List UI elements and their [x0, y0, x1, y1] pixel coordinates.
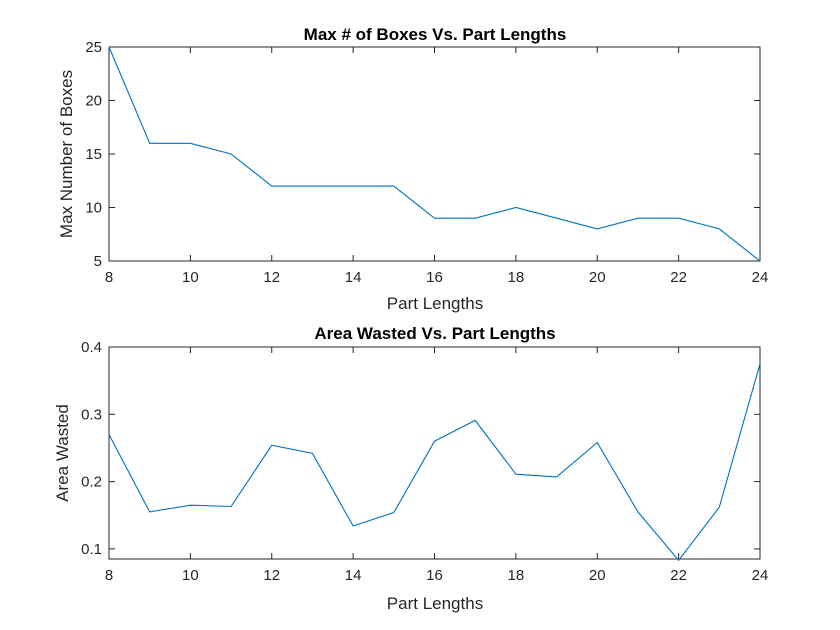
- x-tick-label: 14: [345, 567, 362, 584]
- y-axis-label: Area Wasted: [53, 404, 72, 502]
- x-tick-label: 22: [670, 567, 687, 584]
- y-tick-label: 25: [85, 39, 102, 56]
- x-ticks: 8 10 12 14 16 18 20 22 24: [105, 47, 769, 286]
- x-tick-label: 10: [182, 567, 199, 584]
- y-tick-label: 15: [85, 146, 102, 163]
- chart-max-boxes: Max # of Boxes Vs. Part Lengths 8 10 12 14 1…: [57, 25, 768, 313]
- x-tick-label: 18: [508, 269, 525, 286]
- x-tick-label: 16: [426, 269, 443, 286]
- chart-area-wasted: Area Wasted Vs. Part Lengths 8 10 12 14 16 18…: [53, 324, 768, 613]
- plot-frame: [108, 346, 761, 560]
- y-tick-label: 0.4: [81, 339, 102, 356]
- x-tick-label: 12: [263, 269, 280, 286]
- x-tick-label: 10: [182, 269, 199, 286]
- x-tick-label: 14: [345, 269, 362, 286]
- series-layer: [108, 363, 761, 562]
- x-tick-label: 18: [508, 567, 525, 584]
- chart-title: Area Wasted Vs. Part Lengths: [314, 324, 555, 343]
- y-tick-label: 0.2: [81, 474, 102, 491]
- y-axis-label: Max Number of Boxes: [57, 70, 76, 238]
- x-tick-label: 8: [105, 567, 113, 584]
- series-layer: [108, 46, 761, 262]
- y-ticks: 0.1 0.2 0.3 0.4: [81, 339, 760, 558]
- x-tick-label: 20: [589, 269, 606, 286]
- y-ticks: 5 10 15 20 25: [85, 39, 760, 270]
- chart-title: Max # of Boxes Vs. Part Lengths: [304, 25, 567, 44]
- x-tick-label: 8: [105, 269, 113, 286]
- x-tick-label: 24: [752, 567, 769, 584]
- y-tick-label: 20: [85, 93, 102, 110]
- x-tick-label: 16: [426, 567, 443, 584]
- x-axis-label: Part Lengths: [387, 294, 483, 313]
- y-tick-label: 5: [94, 253, 102, 270]
- x-tick-label: 24: [752, 269, 769, 286]
- y-tick-label: 0.3: [81, 406, 102, 423]
- y-tick-label: 10: [85, 200, 102, 217]
- series-line-0: [108, 363, 761, 562]
- plot-frame: [108, 46, 761, 262]
- x-tick-label: 22: [670, 269, 687, 286]
- x-tick-label: 20: [589, 567, 606, 584]
- x-axis-label: Part Lengths: [387, 594, 483, 613]
- x-ticks: 8 10 12 14 16 18 20 22 24: [105, 347, 769, 584]
- x-tick-label: 12: [263, 567, 280, 584]
- y-tick-label: 0.1: [81, 541, 102, 558]
- series-line-0: [108, 46, 761, 262]
